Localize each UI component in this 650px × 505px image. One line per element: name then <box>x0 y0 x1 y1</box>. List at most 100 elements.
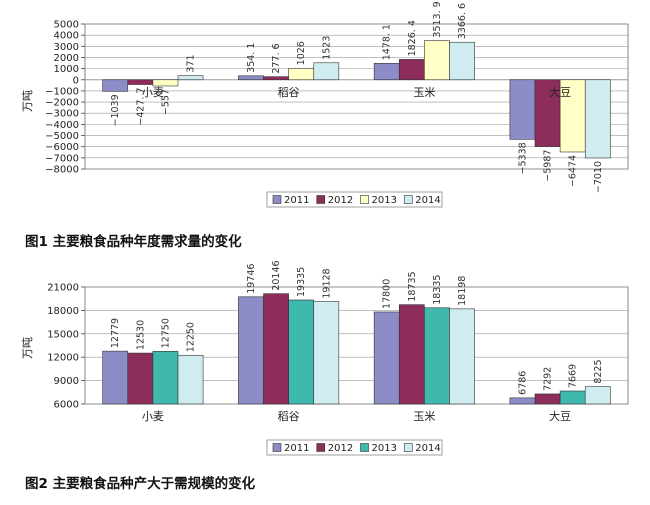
data-label: −5987 <box>543 150 554 182</box>
y-tick-label: 6000 <box>54 400 79 411</box>
y-tick-label: 0 <box>73 75 79 86</box>
y-tick-label: 5000 <box>54 20 79 31</box>
legend: 2011 2012 2013 2014 <box>266 439 443 456</box>
bar-大豆-2011 <box>509 79 536 140</box>
bar-小麦-2014 <box>177 75 204 81</box>
bar-玉米-2013 <box>424 40 450 81</box>
category-label: 玉米 <box>413 410 435 423</box>
category-label: 稻谷 <box>278 410 300 423</box>
bar-玉米-2012 <box>398 59 425 81</box>
data-label: 19335 <box>296 267 307 297</box>
y-tick-label: −6000 <box>45 142 79 153</box>
bar-小麦-2014 <box>177 354 204 405</box>
y-axis-label: 万吨 <box>21 337 34 359</box>
data-label: 1523 <box>321 36 332 60</box>
legend-label: 2011 <box>284 443 309 454</box>
figure-caption: 图1 主要粮食品种年度需求量的变化 <box>25 233 242 250</box>
chart-1: 500040003000200010000−1000−2000−3000−400… <box>21 1 629 250</box>
bar-大豆-2014 <box>584 386 611 405</box>
data-label: 19128 <box>321 268 332 298</box>
bar-大豆-2012 <box>534 393 561 405</box>
y-tick-label: 21000 <box>47 283 79 294</box>
bar-稻谷-2012 <box>263 293 289 405</box>
legend-swatch <box>403 195 413 204</box>
legend-label: 2014 <box>415 443 440 454</box>
data-label: 354. 1 <box>246 43 257 73</box>
category-label: 小麦 <box>142 86 164 99</box>
data-label: −427. 7 <box>135 88 146 126</box>
bar-小麦-2013 <box>152 351 179 405</box>
data-label: 6786 <box>517 371 528 395</box>
bar-玉米-2014 <box>449 308 475 405</box>
category-label: 稻谷 <box>278 86 300 99</box>
y-tick-label: −3000 <box>45 109 79 120</box>
bar-玉米-2013 <box>424 307 450 405</box>
bar-大豆-2011 <box>509 397 536 405</box>
y-tick-label: 4000 <box>54 31 79 42</box>
legend-swatch <box>403 443 413 452</box>
bar-小麦-2011 <box>102 350 129 405</box>
legend-label: 2011 <box>284 195 309 206</box>
legend-swatch <box>360 443 369 452</box>
data-label: 12530 <box>135 320 146 350</box>
bar-稻谷-2011 <box>238 296 264 405</box>
y-tick-label: −4000 <box>45 120 79 131</box>
data-label: 8225 <box>593 359 604 383</box>
y-tick-label: 15000 <box>47 329 79 340</box>
legend-label: 2012 <box>328 443 353 454</box>
bar-玉米-2011 <box>373 62 400 81</box>
data-label: 7669 <box>568 364 579 388</box>
figure-caption: 图2 主要粮食品种产大于需规模的变化 <box>25 475 256 492</box>
category-label: 玉米 <box>413 86 435 99</box>
bar-稻谷-2013 <box>288 299 315 405</box>
chart-2: 21000 18000 15000 12000 9000 6000 万吨 12779 12530… <box>21 260 629 492</box>
y-tick-label: 9000 <box>54 376 79 387</box>
data-label: 1026 <box>296 41 307 65</box>
bar-大豆-2012 <box>534 79 561 147</box>
category-label: 大豆 <box>549 409 571 423</box>
y-tick-label: 2000 <box>54 53 79 64</box>
bar-稻谷-2014 <box>313 301 340 405</box>
data-label: 3513. 9 <box>432 1 443 37</box>
data-label: 277. 6 <box>271 43 282 73</box>
y-tick-label: −8000 <box>45 165 79 176</box>
data-label: −7010 <box>593 161 604 193</box>
bar-稻谷-2012 <box>263 76 289 81</box>
bar-稻谷-2014 <box>313 62 340 81</box>
data-label: 3366. 6 <box>457 3 468 39</box>
y-tick-label: −1000 <box>45 86 79 97</box>
category-label: 大豆 <box>549 85 571 99</box>
legend-label: 2013 <box>372 195 397 206</box>
legend-box <box>266 439 443 456</box>
data-label: 1478. 1 <box>382 24 393 60</box>
legend-box <box>266 191 443 208</box>
data-label: 18335 <box>432 275 443 305</box>
bar-大豆-2013 <box>559 390 586 405</box>
bar-大豆-2014 <box>584 79 611 159</box>
bar-大豆-2013 <box>559 79 586 153</box>
data-label: 19746 <box>246 264 257 294</box>
category-label: 小麦 <box>142 410 164 423</box>
legend-swatch <box>360 195 369 204</box>
y-tick-label: 18000 <box>47 306 79 317</box>
legend-swatch <box>272 443 282 452</box>
data-label: −1039 <box>110 94 121 126</box>
bar-稻谷-2013 <box>288 68 315 81</box>
y-tick-label: −5000 <box>45 131 79 142</box>
y-tick-label: 1000 <box>54 64 79 75</box>
data-label: 1826. 4 <box>407 20 418 56</box>
data-label: 18198 <box>457 276 468 306</box>
data-label: 7292 <box>543 367 554 391</box>
bar-小麦-2013 <box>152 79 179 87</box>
legend-swatch <box>272 195 282 204</box>
data-label: 371 <box>186 54 197 72</box>
bar-玉米-2011 <box>373 311 400 405</box>
bar-玉米-2014 <box>449 41 475 81</box>
data-label: −557 <box>160 89 171 115</box>
bar-小麦-2012 <box>127 79 154 85</box>
y-tick-label: 12000 <box>47 353 79 364</box>
data-label: 12250 <box>186 322 197 352</box>
bar-玉米-2012 <box>398 304 425 405</box>
y-tick-label: 3000 <box>54 42 79 53</box>
